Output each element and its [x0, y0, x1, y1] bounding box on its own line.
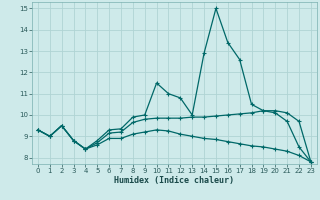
X-axis label: Humidex (Indice chaleur): Humidex (Indice chaleur) — [115, 176, 234, 185]
